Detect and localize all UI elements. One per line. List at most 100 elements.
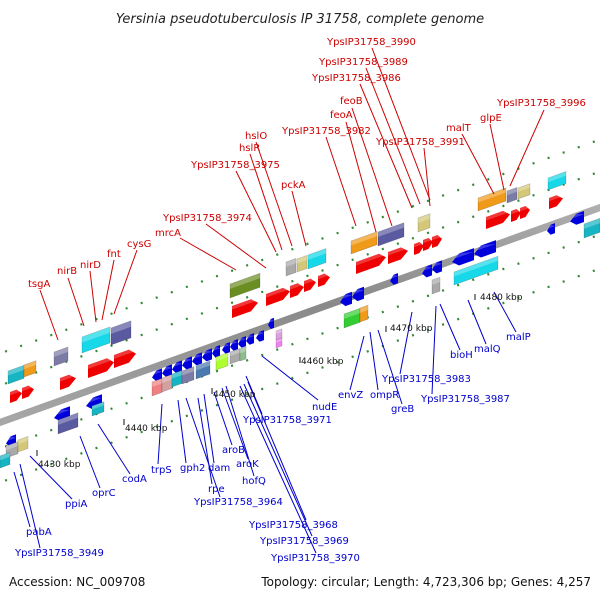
gene-arrow-highlight xyxy=(212,346,220,354)
reverse-gene-arrow xyxy=(422,264,432,278)
label-connector-line xyxy=(39,289,59,341)
label-connector-line xyxy=(349,335,365,391)
gene-label[interactable]: YpsIP31758_3986 xyxy=(311,73,401,84)
gene-arrow-highlight xyxy=(486,210,510,221)
gene-label[interactable]: oprC xyxy=(92,488,116,499)
gene-label[interactable]: aroK xyxy=(236,459,259,470)
label-connector-line xyxy=(213,391,233,446)
gene-label[interactable]: malP xyxy=(506,332,531,343)
reverse-gene-arrow xyxy=(202,348,212,362)
gene-label[interactable]: feoA xyxy=(330,110,353,121)
gene-feature-box xyxy=(275,337,283,349)
gene-label[interactable]: YpsIP31758_3987 xyxy=(420,394,510,405)
gene-label[interactable]: YpsIP31758_3964 xyxy=(193,497,283,508)
gene-feature-highlight xyxy=(308,248,326,260)
forward-gene-labels: YpsIP31758_3990 YpsIP31758_3989 YpsIP317… xyxy=(28,37,586,290)
gene-feature-highlight xyxy=(196,360,210,371)
kbp-label-4460: 4460 kbp xyxy=(301,357,344,367)
gene-label[interactable]: YpsIP31758_3989 xyxy=(318,57,408,68)
gene-label[interactable]: nirB xyxy=(57,266,77,277)
gene-label[interactable]: malQ xyxy=(474,344,501,355)
gene-feature-highlight xyxy=(8,365,24,376)
gene-label[interactable]: YpsIP31758_3983 xyxy=(381,374,471,385)
gene-label[interactable]: ppiA xyxy=(65,499,87,510)
label-connector-line xyxy=(243,383,313,537)
forward-gene-arrow xyxy=(266,287,290,306)
gene-label[interactable]: envZ xyxy=(338,390,363,401)
gene-label[interactable]: feoB xyxy=(340,96,363,107)
gene-feature-highlight xyxy=(162,374,172,383)
gene-arrow-highlight xyxy=(290,283,304,290)
gene-arrow-highlight xyxy=(432,235,442,241)
gene-feature-box xyxy=(583,217,600,239)
gene-label[interactable]: YpsIP31758_3969 xyxy=(259,536,349,547)
gene-label[interactable]: bioH xyxy=(450,350,473,361)
gene-label[interactable]: YpsIP31758_3982 xyxy=(281,126,371,137)
forward-gene-arrow xyxy=(60,374,76,390)
gene-label[interactable]: fnt xyxy=(107,249,121,260)
label-connector-line xyxy=(101,259,115,321)
gene-label[interactable]: dam xyxy=(208,463,230,474)
gene-feature-highlight xyxy=(418,213,430,223)
label-connector-line xyxy=(225,385,255,477)
label-connector-line xyxy=(365,67,421,205)
reverse-gene-arrow xyxy=(212,345,220,358)
label-connector-line xyxy=(359,83,413,209)
gene-arrow-highlight xyxy=(340,294,352,302)
gene-feature-box xyxy=(17,435,29,453)
gene-label[interactable]: greB xyxy=(391,404,414,415)
reverse-gene-arrow xyxy=(152,368,162,382)
gene-label[interactable]: tsgA xyxy=(28,279,50,290)
gene-feature-box xyxy=(239,346,247,362)
gene-arrow-highlight xyxy=(192,354,202,362)
gene-label[interactable]: glpE xyxy=(480,113,502,124)
gene-label[interactable]: YpsIP31758_3949 xyxy=(14,548,104,559)
accession-text: Accession: NC_009708 xyxy=(9,575,145,589)
forward-gene-arrow xyxy=(114,349,136,368)
label-connectors xyxy=(13,47,545,554)
gene-label[interactable]: YpsIP31758_3974 xyxy=(162,213,252,224)
forward-gene-arrow xyxy=(290,283,304,298)
kbp-label-4440: 4440 kbp xyxy=(125,424,168,434)
gene-label[interactable]: mrcA xyxy=(155,228,181,239)
gene-label[interactable]: cysG xyxy=(127,239,151,250)
gene-label[interactable]: hofQ xyxy=(242,476,266,487)
gene-label[interactable]: hslR xyxy=(239,143,260,154)
gene-feature-highlight xyxy=(507,187,517,196)
gene-label[interactable]: pabA xyxy=(26,527,52,538)
gene-label[interactable]: hslO xyxy=(245,131,267,142)
gene-label[interactable]: ompR xyxy=(370,390,399,401)
gene-label[interactable]: gph2 xyxy=(180,463,205,474)
forward-gene-arrow xyxy=(432,235,442,248)
gene-label[interactable]: codA xyxy=(122,474,147,485)
gene-label[interactable]: YpsIP31758_3991 xyxy=(375,137,465,148)
gene-label[interactable]: malT xyxy=(446,123,472,134)
label-connector-line xyxy=(177,399,187,464)
gene-label[interactable]: YpsIP31758_3971 xyxy=(242,415,332,426)
gene-arrow-highlight xyxy=(22,385,34,392)
gene-feature-box xyxy=(350,231,378,255)
gene-label[interactable]: YpsIP31758_3996 xyxy=(496,98,586,109)
gene-feature-box xyxy=(359,304,369,323)
reverse-gene-arrow xyxy=(474,240,496,258)
gene-label[interactable]: aroB xyxy=(222,445,245,456)
reverse-gene-arrow xyxy=(192,352,202,366)
label-connector-line xyxy=(467,299,487,345)
gene-label[interactable]: trpS xyxy=(151,465,172,476)
forward-gene-arrow xyxy=(318,273,330,287)
gene-label[interactable]: YpsIP31758_3968 xyxy=(248,520,338,531)
forward-gene-arrow xyxy=(423,238,433,251)
gene-label[interactable]: pckA xyxy=(281,180,306,191)
gene-label[interactable]: YpsIP31758_3990 xyxy=(326,37,416,48)
label-connector-line xyxy=(345,121,377,233)
gene-feature-highlight xyxy=(230,273,260,289)
label-connector-line xyxy=(19,463,41,549)
gene-label[interactable]: YpsIP31758_3970 xyxy=(270,553,360,564)
gene-arrow-highlight xyxy=(268,319,274,325)
gene-label[interactable]: nirD xyxy=(80,260,101,271)
gene-arrow-highlight xyxy=(304,278,316,285)
gene-label[interactable]: rpe xyxy=(208,484,225,495)
gene-arrow-highlight xyxy=(256,331,264,338)
gene-label[interactable]: nudE xyxy=(312,402,337,413)
gene-label[interactable]: YpsIP31758_3975 xyxy=(190,160,280,171)
